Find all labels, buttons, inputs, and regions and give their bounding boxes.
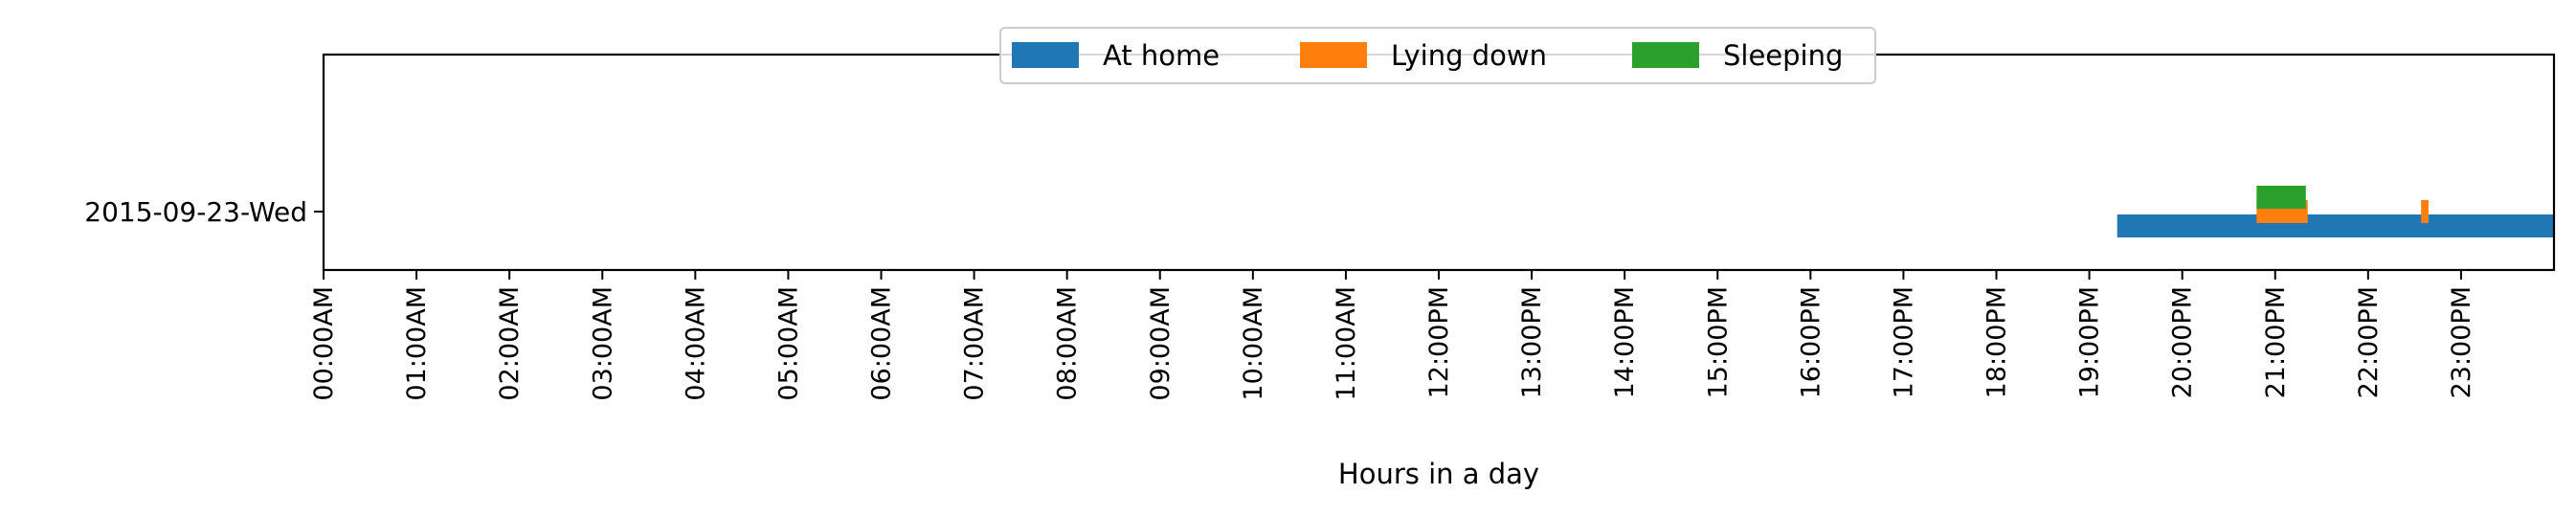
legend-label-sleeping: Sleeping xyxy=(1723,39,1843,72)
x-tick-label-4: 04:00AM xyxy=(681,286,710,401)
y-axis: 2015-09-23-Wed xyxy=(84,196,324,228)
x-tick-label-9: 09:00AM xyxy=(1146,286,1176,401)
x-tick-label-7: 07:00AM xyxy=(960,286,990,401)
x-tick-label-17: 17:00PM xyxy=(1889,286,1918,398)
legend-swatch-lying-down xyxy=(1300,42,1367,68)
x-tick-label-2: 02:00AM xyxy=(495,286,525,401)
legend-label-lying-down: Lying down xyxy=(1391,39,1547,72)
x-tick-label-16: 16:00PM xyxy=(1796,286,1826,398)
legend-frame xyxy=(999,27,1876,84)
legend-label-at-home: At home xyxy=(1103,39,1220,72)
legend-swatch-sleeping xyxy=(1632,42,1699,68)
x-tick-label-14: 14:00PM xyxy=(1610,286,1640,398)
bar-sleeping-0 xyxy=(2256,186,2306,209)
x-tick-label-20: 20:00PM xyxy=(2168,286,2198,398)
x-tick-label-10: 10:00AM xyxy=(1239,286,1268,401)
x-tick-label-18: 18:00PM xyxy=(1982,286,2012,398)
x-tick-label-23: 23:00PM xyxy=(2447,286,2476,398)
x-tick-label-22: 22:00PM xyxy=(2354,286,2384,398)
y-tick-label-0: 2015-09-23-Wed xyxy=(84,196,307,228)
x-tick-label-15: 15:00PM xyxy=(1703,286,1733,398)
x-tick-label-5: 05:00AM xyxy=(773,286,803,401)
x-tick-label-8: 08:00AM xyxy=(1053,286,1083,401)
bar-lying-down-1 xyxy=(2421,200,2429,223)
x-tick-label-12: 12:00PM xyxy=(1424,286,1454,398)
x-tick-label-3: 03:00AM xyxy=(588,286,617,401)
x-axis-label: Hours in a day xyxy=(1338,458,1539,490)
legend: At home Lying down Sleeping xyxy=(999,27,1876,84)
x-tick-label-19: 19:00PM xyxy=(2075,286,2105,398)
x-tick-label-1: 01:00AM xyxy=(402,286,432,401)
chart-marks xyxy=(2117,186,2554,237)
x-tick-label-6: 06:00AM xyxy=(867,286,897,401)
x-tick-label-0: 00:00AM xyxy=(309,286,339,401)
x-tick-label-13: 13:00PM xyxy=(1517,286,1547,398)
x-tick-label-21: 21:00PM xyxy=(2261,286,2291,398)
x-tick-label-11: 11:00AM xyxy=(1332,286,1361,401)
x-axis: 00:00AM 01:00AM 02:00AM 03:00AM 04:00AM 05:00… xyxy=(309,270,2476,401)
bar-at-home-0 xyxy=(2117,214,2554,237)
legend-swatch-at-home xyxy=(1012,42,1079,68)
